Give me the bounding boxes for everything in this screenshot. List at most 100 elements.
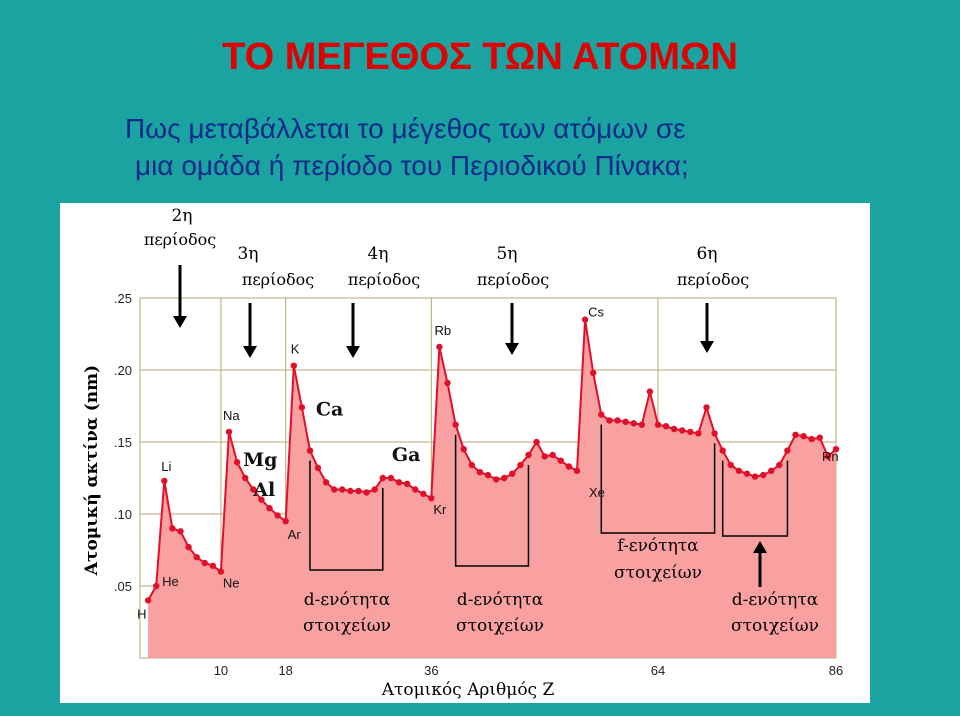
data-point <box>581 316 589 323</box>
block-label-name: d-ενότητα <box>304 590 391 610</box>
slide-title: ΤΟ ΜΕΓΕΘΟΣ ΤΩΝ ΑΤΟΜΩΝ <box>222 36 738 78</box>
data-points <box>144 316 840 604</box>
element-label: Ga <box>392 444 421 466</box>
x-axis-label: Ατομικός Αριθμός Z <box>381 680 555 700</box>
data-point <box>501 474 508 482</box>
data-point <box>331 486 338 493</box>
data-point <box>266 505 273 512</box>
data-point <box>687 428 694 436</box>
data-point <box>743 470 751 477</box>
y-tick-label: .20 <box>114 363 132 378</box>
data-point <box>161 477 168 485</box>
element-label: Mg <box>243 449 277 471</box>
data-point <box>233 459 241 466</box>
chart-panel: .05 .10 .15 .20 .25 10 18 36 64 86 H He Li Ne Na Mg Al A… <box>60 203 870 703</box>
data-point <box>792 431 799 438</box>
slide-subtitle: Πως μεταβάλλεται το μέγεθος των ατόμων σ… <box>125 110 885 184</box>
data-point <box>662 423 670 430</box>
data-point <box>428 495 435 502</box>
x-tick-label: 10 <box>214 663 228 678</box>
data-point <box>509 470 516 477</box>
x-tick-label: 64 <box>651 663 665 678</box>
data-point <box>727 461 734 469</box>
data-point <box>387 474 395 482</box>
data-point <box>193 554 200 561</box>
y-tick-label: .05 <box>114 579 132 594</box>
data-point <box>452 421 459 428</box>
period-arrow-head <box>243 346 257 358</box>
y-axis-label: Ατομική ακτίνα (nm) <box>82 365 102 576</box>
data-point <box>622 418 629 425</box>
data-point <box>606 417 613 424</box>
element-labels: H He Li Ne Na Mg Al Ar K Ca Ga Kr Rb Cs Xe Rn <box>137 305 839 622</box>
period-annotations: 2η περίοδος 3η περίοδος 4η περίοδος 5η περίοδος… <box>144 206 749 358</box>
data-point <box>395 479 403 486</box>
data-point <box>735 467 743 474</box>
period-label-number: 6η <box>696 244 717 264</box>
subtitle-line-2: μια ομάδα ή περίοδο του Περιοδικού Πίνακ… <box>135 150 689 181</box>
element-label: Al <box>252 479 275 501</box>
data-point <box>768 467 775 474</box>
block-labels: d-ενότητα στοιχείων d-ενότητα στοιχείων f-εν… <box>303 536 819 636</box>
y-tick-label: .25 <box>114 291 132 306</box>
data-point <box>541 453 548 460</box>
data-point <box>484 471 492 479</box>
period-label-word: περίοδος <box>144 230 216 249</box>
data-point <box>573 467 581 474</box>
data-point <box>832 446 840 453</box>
data-point <box>209 562 216 569</box>
data-point <box>420 490 427 497</box>
element-label: He <box>162 574 179 589</box>
data-point <box>760 471 767 479</box>
subtitle-line-1: Πως μεταβάλλεται το μέγεθος των ατόμων σ… <box>125 113 686 144</box>
element-label: Cs <box>588 305 604 320</box>
data-point <box>144 597 152 604</box>
block-label-word: στοιχείων <box>731 616 819 636</box>
data-point <box>412 486 419 493</box>
period-label-word: περίοδος <box>242 270 314 289</box>
x-tick-label: 86 <box>829 663 843 678</box>
period-arrow-head <box>700 341 714 353</box>
data-point <box>598 411 605 418</box>
period-label-number: 5η <box>496 244 517 264</box>
data-point <box>711 430 718 437</box>
y-tick-label: .15 <box>114 435 132 450</box>
data-point <box>444 379 451 387</box>
data-point <box>177 528 184 535</box>
period-arrow-head <box>346 346 360 358</box>
block-label-name: d-ενότητα <box>457 590 544 610</box>
data-point <box>808 435 815 443</box>
element-label: Ne <box>223 576 240 591</box>
block-label-word: στοιχείων <box>614 563 702 583</box>
block-arrow-head <box>753 541 767 553</box>
block-label-word: στοιχείων <box>303 616 391 636</box>
data-point <box>282 518 289 525</box>
period-arrow-head <box>505 343 519 355</box>
data-point <box>436 343 443 351</box>
data-point <box>347 487 354 495</box>
block-bracket <box>309 460 384 571</box>
element-label: Rn <box>822 449 839 464</box>
x-tick-label: 18 <box>278 663 292 678</box>
data-point <box>290 362 297 369</box>
data-point <box>379 474 386 482</box>
period-label-number: 4η <box>367 244 388 264</box>
data-point <box>371 486 378 493</box>
data-point <box>638 421 645 428</box>
data-point <box>630 420 637 427</box>
block-label-word: στοιχείων <box>456 616 544 636</box>
data-point <box>590 369 597 377</box>
block-bracket <box>454 434 530 567</box>
data-point <box>355 487 362 495</box>
data-point <box>306 447 314 454</box>
data-point <box>492 476 500 483</box>
data-point <box>185 543 192 551</box>
block-label-name: f-ενότητα <box>617 536 699 556</box>
period-label-word: περίοδος <box>348 270 420 289</box>
atomic-radius-chart: .05 .10 .15 .20 .25 10 18 36 64 86 H He Li Ne Na Mg Al A… <box>82 206 843 700</box>
data-point <box>533 438 540 446</box>
data-point <box>776 461 783 469</box>
element-label: Ar <box>288 527 302 542</box>
period-label-word: περίοδος <box>677 270 749 289</box>
data-point <box>679 427 686 434</box>
